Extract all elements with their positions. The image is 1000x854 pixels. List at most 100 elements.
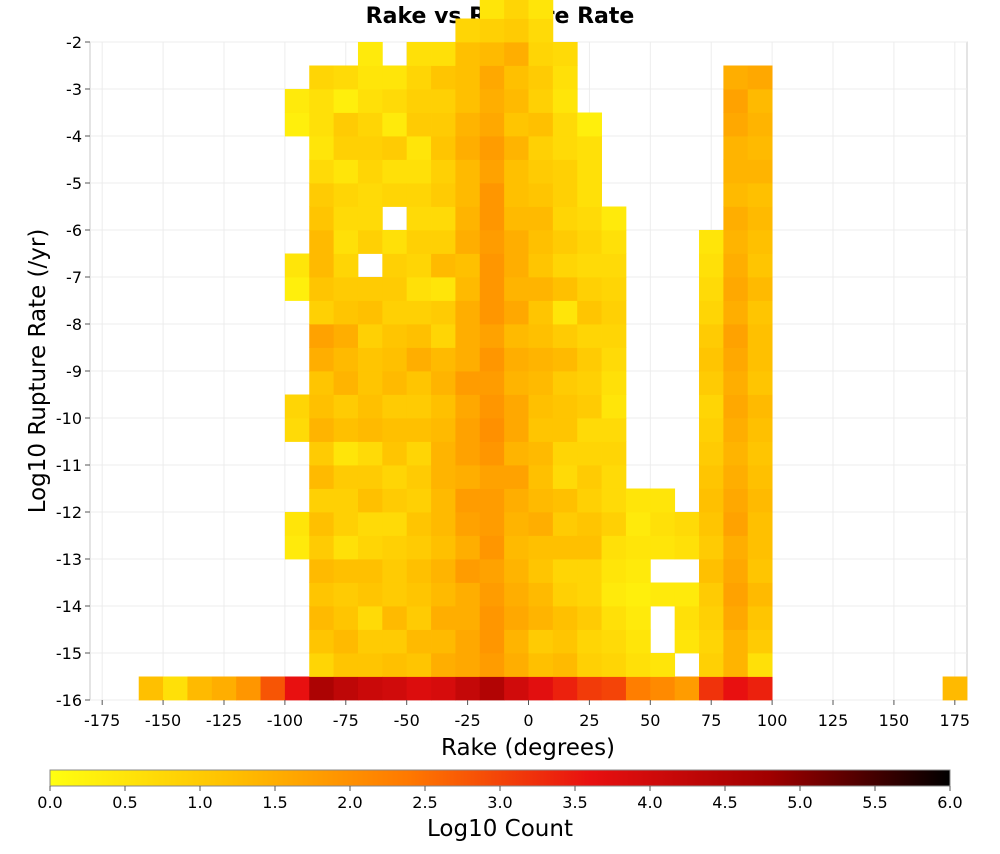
heatmap-cell xyxy=(431,488,456,513)
heatmap-cell xyxy=(504,136,529,160)
heatmap-cell xyxy=(601,629,627,654)
heatmap-cell xyxy=(504,465,529,489)
heatmap-cell xyxy=(674,676,700,701)
x-tick-label: -50 xyxy=(394,711,420,730)
heatmap-cell xyxy=(455,676,481,701)
heatmap-cell xyxy=(552,253,578,278)
heatmap-cell xyxy=(625,606,651,630)
heatmap-cell xyxy=(333,676,359,701)
x-tick-label: 100 xyxy=(757,711,788,730)
colorbar-tick-label: 5.5 xyxy=(862,793,887,812)
heatmap-cell xyxy=(674,512,700,536)
heatmap-cell xyxy=(357,394,383,419)
heatmap-cell xyxy=(601,277,627,301)
heatmap-cell xyxy=(747,465,773,489)
heatmap-cell xyxy=(333,653,359,677)
heatmap-cell xyxy=(528,183,554,207)
heatmap-cell xyxy=(431,206,456,231)
heatmap-cell xyxy=(163,676,188,701)
heatmap-cell xyxy=(309,465,335,489)
heatmap-cell xyxy=(455,112,481,137)
heatmap-cell xyxy=(747,629,773,654)
heatmap-cell xyxy=(699,676,724,701)
heatmap-cell xyxy=(406,535,432,560)
heatmap-cells xyxy=(138,0,968,701)
heatmap-cell xyxy=(357,488,383,513)
heatmap-cell xyxy=(284,394,310,419)
heatmap-cell xyxy=(601,488,627,513)
heatmap-cell xyxy=(723,65,749,90)
heatmap-cell xyxy=(528,253,554,278)
heatmap-cell xyxy=(455,206,481,231)
heatmap-cell xyxy=(431,676,456,701)
x-tick-label: 0 xyxy=(523,711,533,730)
heatmap-cell xyxy=(309,512,335,536)
heatmap-cell xyxy=(431,629,456,654)
heatmap-cell xyxy=(333,535,359,560)
heatmap-cell xyxy=(601,512,627,536)
heatmap-cell xyxy=(357,159,383,184)
heatmap-cell xyxy=(747,89,773,113)
heatmap-cell xyxy=(552,159,578,184)
heatmap-cell xyxy=(211,676,237,701)
heatmap-cell xyxy=(406,159,432,184)
heatmap-cell xyxy=(577,535,602,560)
heatmap-cell xyxy=(431,300,456,325)
heatmap-cell xyxy=(528,159,554,184)
x-tick-label: 50 xyxy=(640,711,660,730)
heatmap-cell xyxy=(357,676,383,701)
x-tick-label: 175 xyxy=(940,711,971,730)
heatmap-cell xyxy=(552,89,578,113)
y-tick-label: -16 xyxy=(56,691,82,710)
heatmap-cell xyxy=(723,465,749,489)
heatmap-cell xyxy=(552,136,578,160)
heatmap-cell xyxy=(528,300,554,325)
heatmap-cell xyxy=(723,206,749,231)
heatmap-cell xyxy=(504,89,529,113)
heatmap-cell xyxy=(406,559,432,583)
heatmap-cell xyxy=(479,206,505,231)
heatmap-cell xyxy=(674,535,700,560)
heatmap-cell xyxy=(357,371,383,395)
heatmap-cell xyxy=(357,582,383,607)
heatmap-cell xyxy=(479,653,505,677)
heatmap-cell xyxy=(528,18,554,43)
x-tick-label: -125 xyxy=(206,711,242,730)
heatmap-cell xyxy=(333,253,359,278)
heatmap-cell xyxy=(552,183,578,207)
x-tick-label: 150 xyxy=(879,711,910,730)
heatmap-cell xyxy=(650,582,676,607)
heatmap-cell xyxy=(455,488,481,513)
colorbar-tick-label: 3.0 xyxy=(487,793,512,812)
heatmap-cell xyxy=(431,136,456,160)
heatmap-cell xyxy=(552,394,578,419)
heatmap-cell xyxy=(528,112,554,137)
heatmap-cell xyxy=(601,230,627,254)
heatmap-cell xyxy=(552,606,578,630)
heatmap-cell xyxy=(431,653,456,677)
heatmap-cell xyxy=(406,488,432,513)
heatmap-cell xyxy=(674,606,700,630)
heatmap-cell xyxy=(333,582,359,607)
heatmap-cell xyxy=(528,653,554,677)
heatmap-cell xyxy=(333,136,359,160)
heatmap-cell xyxy=(382,394,408,419)
heatmap-cell xyxy=(528,65,554,90)
heatmap-cell xyxy=(601,606,627,630)
heatmap-cell xyxy=(650,676,676,701)
heatmap-cell xyxy=(577,465,602,489)
heatmap-cell xyxy=(747,206,773,231)
heatmap-cell xyxy=(528,0,554,19)
heatmap-cell xyxy=(528,606,554,630)
heatmap-cell xyxy=(479,559,505,583)
heatmap-cell xyxy=(333,394,359,419)
heatmap-cell xyxy=(479,347,505,372)
heatmap-cell xyxy=(260,676,286,701)
heatmap-cell xyxy=(723,606,749,630)
colorbar-tick-label: 2.0 xyxy=(337,793,362,812)
heatmap-cell xyxy=(699,512,724,536)
y-tick-label: -11 xyxy=(56,456,82,475)
heatmap-cell xyxy=(552,300,578,325)
heatmap-cell xyxy=(528,676,554,701)
heatmap-cell xyxy=(455,559,481,583)
